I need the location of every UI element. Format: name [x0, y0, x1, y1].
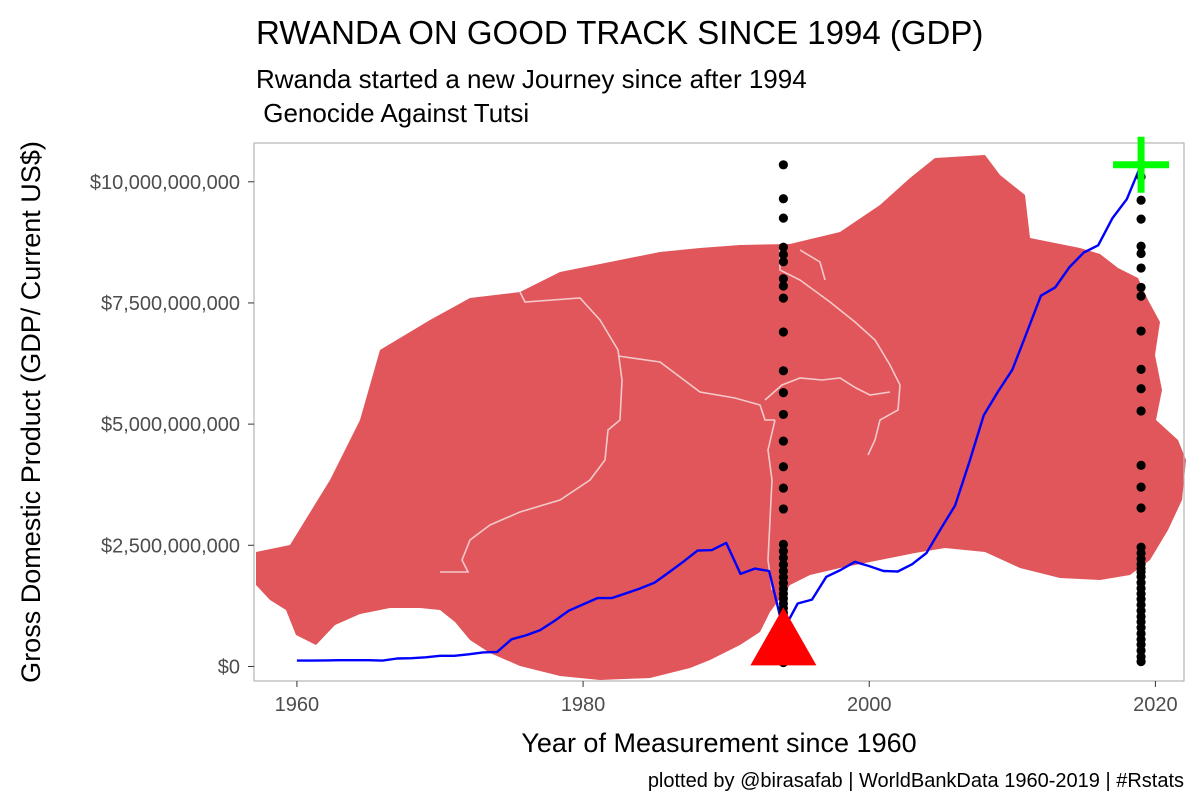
data-point: [1136, 291, 1146, 301]
data-point: [1136, 652, 1146, 662]
province-border: [617, 355, 775, 421]
data-point: [778, 293, 788, 303]
data-point: [1136, 364, 1146, 374]
chart-subtitle-line-1: Rwanda started a new Journey since after…: [256, 64, 807, 94]
y-axis-title: Gross Domestic Product (GDP/ Current US$…: [16, 141, 46, 683]
data-point: [778, 327, 788, 337]
data-point: [1136, 384, 1146, 394]
y-tick-label: $0: [218, 656, 240, 678]
province-border: [799, 249, 826, 281]
data-point: [778, 409, 788, 420]
data-point: [1136, 460, 1146, 470]
data-point: [1136, 214, 1146, 224]
data-point: [778, 242, 788, 252]
data-point: [778, 566, 788, 576]
data-point: [1136, 542, 1146, 552]
data-point: [778, 553, 788, 563]
province-border: [767, 419, 776, 591]
data-point: [778, 546, 788, 556]
x-axis-title: Year of Measurement since 1960: [521, 728, 916, 758]
data-point: [778, 462, 788, 472]
data-point: [778, 257, 788, 267]
data-point: [1136, 406, 1146, 416]
x-tick-label: 2000: [847, 694, 892, 716]
data-point: [778, 560, 788, 570]
data-point: [1136, 263, 1146, 273]
chart-title: RWANDA ON GOOD TRACK SINCE 1994 (GDP): [256, 14, 983, 51]
data-point: [778, 249, 788, 260]
panel-border: [253, 142, 1185, 682]
data-point: [1136, 248, 1146, 259]
data-point: [1136, 503, 1146, 513]
data-point: [1136, 482, 1146, 492]
plot-area: $0 $2,500,000,000 $5,000,000,000 $7,500,000…: [90, 136, 1186, 716]
x-tick-label: 1960: [275, 694, 320, 716]
data-point: [778, 572, 788, 582]
data-point: [778, 194, 788, 204]
data-point: [1136, 241, 1146, 251]
y-tick-label: $5,000,000,000: [101, 414, 240, 436]
data-point: [778, 436, 788, 446]
x-tick-label: 1980: [561, 694, 606, 716]
chart-subtitle-line-2: Genocide Against Tutsi: [256, 98, 529, 128]
data-point: [778, 213, 788, 223]
data-point: [778, 504, 788, 514]
chart-caption: plotted by @birasafab | WorldBankData 19…: [648, 770, 1184, 792]
data-point: [778, 160, 788, 170]
y-tick-label: $10,000,000,000: [90, 172, 240, 194]
data-point: [778, 366, 788, 376]
province-border: [440, 291, 623, 573]
data-point: [1136, 195, 1146, 205]
y-tick-label: $7,500,000,000: [101, 293, 240, 315]
triangle-marker: [750, 607, 817, 666]
gdp-line: [296, 164, 1143, 662]
data-point: [778, 281, 788, 291]
data-point: [778, 483, 788, 493]
province-border: [764, 377, 891, 401]
y-tick-label: $2,500,000,000: [101, 535, 240, 557]
data-point: [778, 274, 788, 284]
data-point: [778, 539, 788, 549]
data-point: [1136, 326, 1146, 336]
province-border: [779, 245, 901, 456]
x-tick-label: 2020: [1133, 694, 1178, 716]
rwanda-map: [256, 155, 1186, 680]
data-point: [778, 388, 788, 398]
data-point: [1136, 282, 1146, 293]
